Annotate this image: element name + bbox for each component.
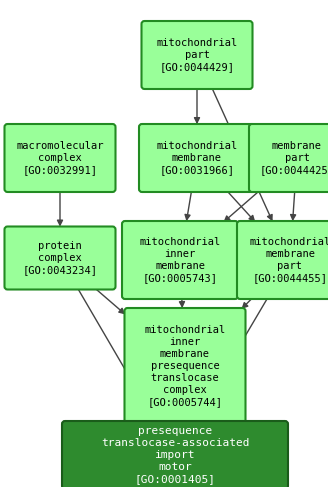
FancyBboxPatch shape: [141, 21, 253, 89]
Text: mitochondrial
membrane
[GO:0031966]: mitochondrial membrane [GO:0031966]: [156, 141, 237, 175]
FancyBboxPatch shape: [5, 124, 115, 192]
Text: macromolecular
complex
[GO:0032991]: macromolecular complex [GO:0032991]: [16, 141, 104, 175]
FancyBboxPatch shape: [5, 226, 115, 289]
Text: presequence
translocase-associated
import
motor
[GO:0001405]: presequence translocase-associated impor…: [101, 426, 249, 484]
FancyBboxPatch shape: [237, 221, 328, 299]
FancyBboxPatch shape: [62, 421, 288, 487]
Text: mitochondrial
part
[GO:0044429]: mitochondrial part [GO:0044429]: [156, 38, 237, 72]
Text: mitochondrial
membrane
part
[GO:0044455]: mitochondrial membrane part [GO:0044455]: [249, 237, 328, 283]
FancyBboxPatch shape: [125, 308, 245, 424]
Text: membrane
part
[GO:0044425]: membrane part [GO:0044425]: [259, 141, 328, 175]
FancyBboxPatch shape: [122, 221, 238, 299]
FancyBboxPatch shape: [249, 124, 328, 192]
Text: mitochondrial
inner
membrane
[GO:0005743]: mitochondrial inner membrane [GO:0005743…: [139, 237, 221, 283]
Text: mitochondrial
inner
membrane
presequence
translocase
complex
[GO:0005744]: mitochondrial inner membrane presequence…: [144, 325, 226, 407]
FancyBboxPatch shape: [139, 124, 255, 192]
Text: protein
complex
[GO:0043234]: protein complex [GO:0043234]: [23, 241, 97, 275]
